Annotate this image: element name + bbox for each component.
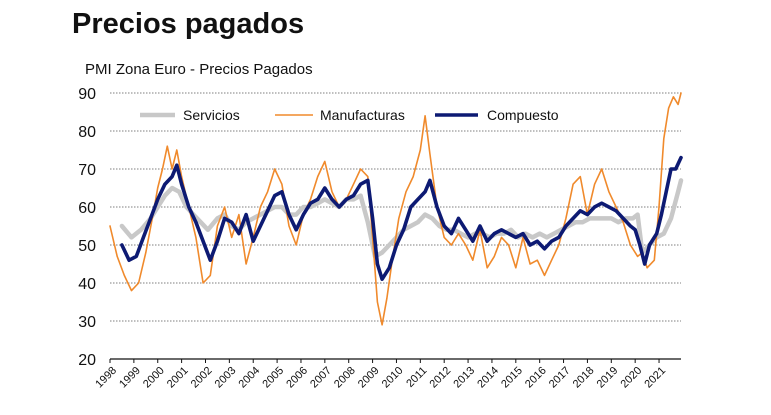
y-tick-label: 30 xyxy=(78,314,96,331)
x-tick-label: 1998 xyxy=(93,365,119,391)
x-tick-label: 2004 xyxy=(237,365,263,391)
x-tick-label: 2016 xyxy=(523,365,549,391)
x-tick-label: 2009 xyxy=(356,365,382,391)
x-tick-label: 2005 xyxy=(260,365,286,391)
y-tick-label: 90 xyxy=(78,86,96,103)
x-tick-label: 2021 xyxy=(642,365,668,391)
x-tick-label: 2017 xyxy=(547,365,573,391)
y-tick-label: 60 xyxy=(78,200,96,217)
y-tick-label: 40 xyxy=(78,276,96,293)
x-tick-label: 2010 xyxy=(380,365,406,391)
y-tick-label: 80 xyxy=(78,124,96,141)
legend-label-manufacturas: Manufacturas xyxy=(320,107,405,123)
chart-legend: Servicios Manufacturas Compuesto xyxy=(140,107,559,123)
x-tick-label: 2018 xyxy=(571,365,597,391)
y-axis-ticks: 20 30 40 50 60 70 80 90 xyxy=(78,86,96,369)
x-tick-label: 1999 xyxy=(117,365,143,391)
x-tick-label: 2000 xyxy=(141,365,167,391)
y-tick-label: 20 xyxy=(78,352,96,369)
x-tick-label: 2015 xyxy=(499,365,525,391)
x-tick-label: 2006 xyxy=(284,365,310,391)
y-tick-label: 70 xyxy=(78,162,96,179)
y-tick-label: 50 xyxy=(78,238,96,255)
x-tick-label: 2020 xyxy=(618,365,644,391)
chart-series xyxy=(109,92,684,326)
x-axis-ticks: 1998199920002001200220032004200520062007… xyxy=(93,359,668,390)
x-tick-label: 2012 xyxy=(428,365,454,391)
chart-title: PMI Zona Euro - Precios Pagados xyxy=(85,61,313,78)
legend-label-compuesto: Compuesto xyxy=(487,107,559,123)
legend-label-servicios: Servicios xyxy=(183,107,240,123)
series-line-servicios xyxy=(119,178,684,259)
x-tick-label: 2014 xyxy=(475,365,501,391)
x-tick-label: 2013 xyxy=(451,365,477,391)
page-heading: Precios pagados xyxy=(72,8,305,40)
series-line-manufacturas xyxy=(109,92,682,326)
x-tick-label: 2011 xyxy=(404,365,429,390)
x-tick-label: 2001 xyxy=(165,365,191,391)
x-tick-label: 2002 xyxy=(189,365,215,391)
x-tick-label: 2019 xyxy=(595,365,621,391)
x-tick-label: 2003 xyxy=(213,365,239,391)
x-tick-label: 2008 xyxy=(332,365,358,391)
x-tick-label: 2007 xyxy=(308,365,334,391)
series-line-compuesto xyxy=(120,155,683,282)
